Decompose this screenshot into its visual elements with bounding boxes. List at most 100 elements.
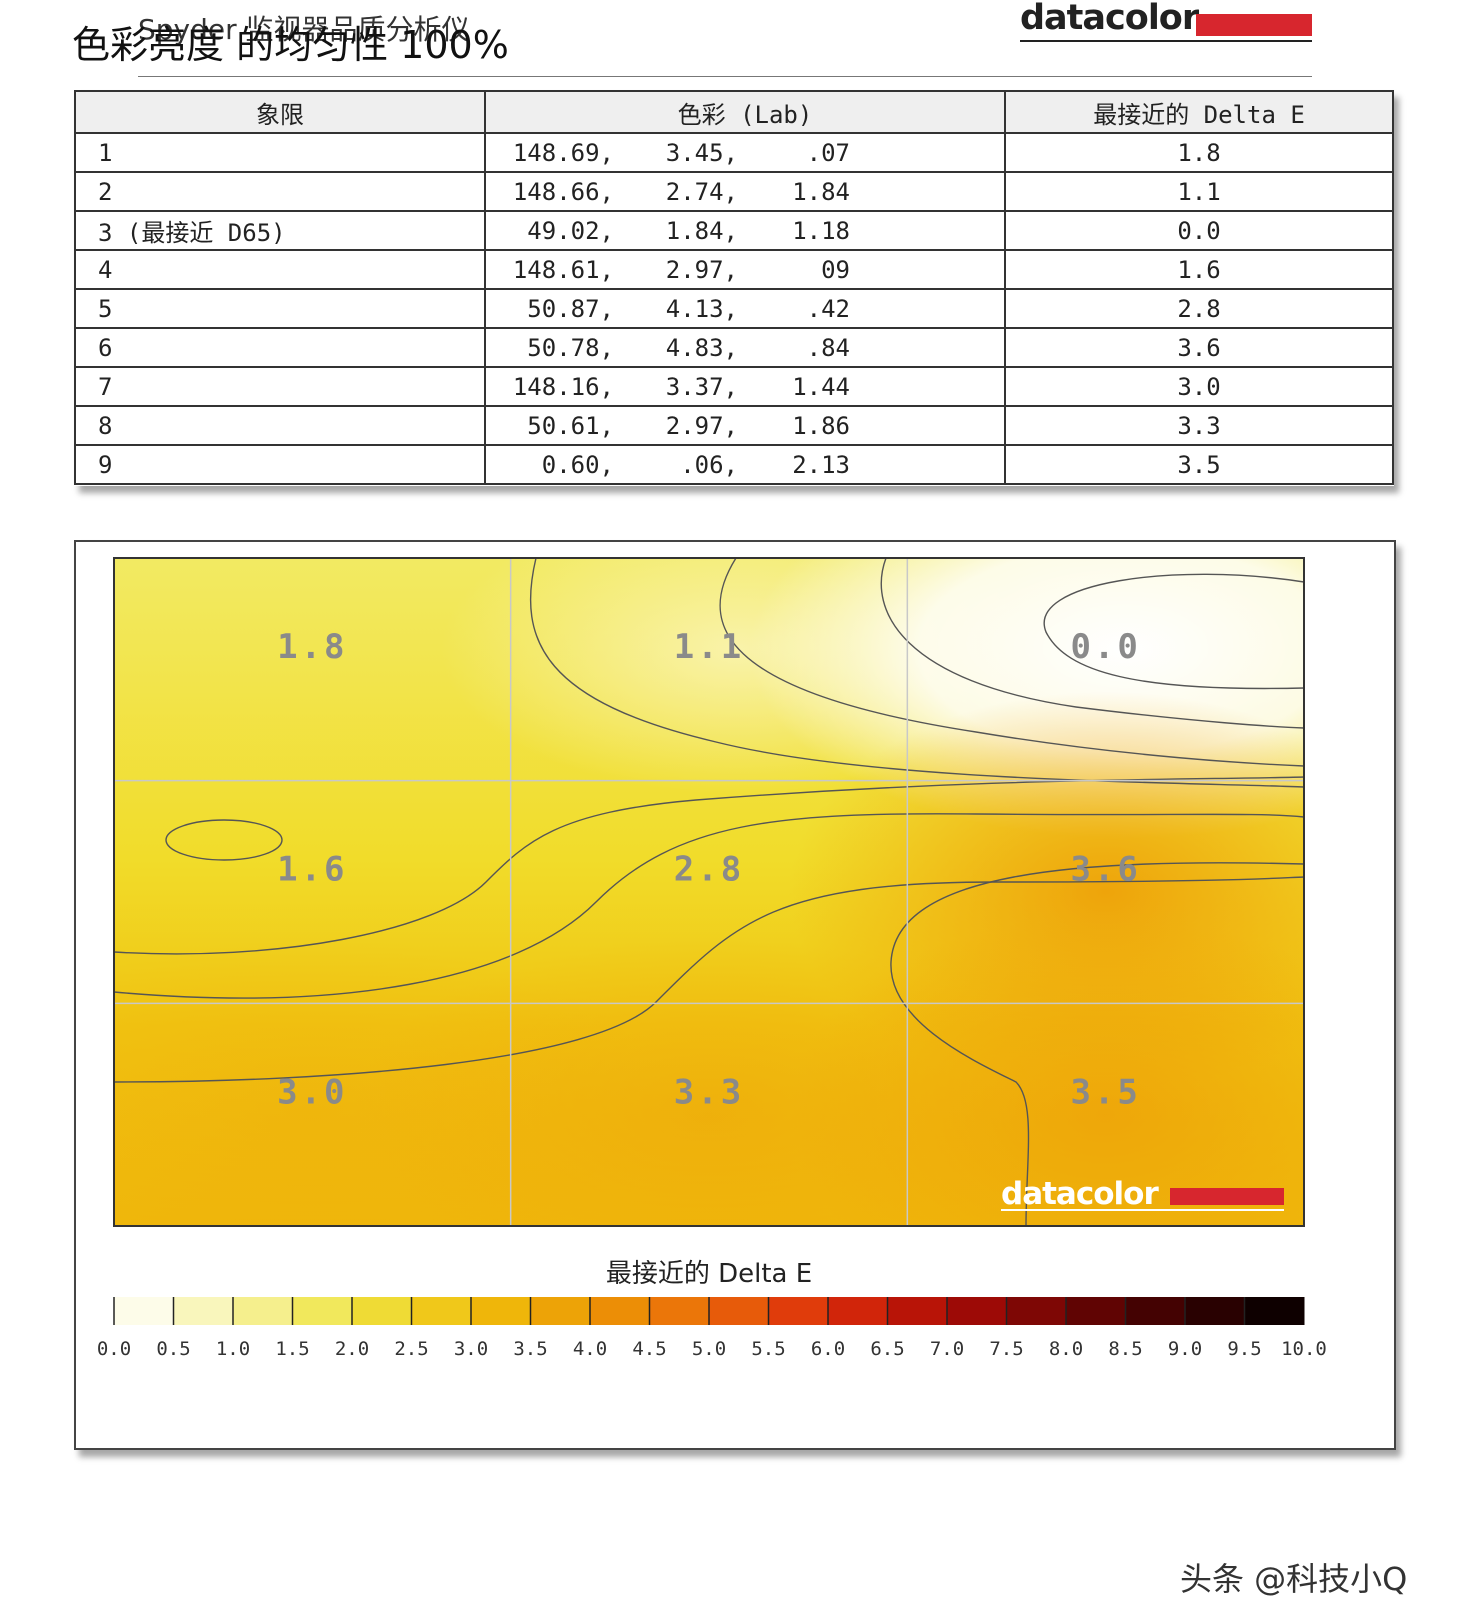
cell-quadrant: 5 <box>74 289 486 329</box>
cell-lab-a: 3.37, <box>665 372 738 401</box>
cell-lab-l: 148.16, <box>512 372 614 401</box>
color-scale-tick-label: 0.5 <box>156 1338 190 1360</box>
cell-quadrant: 2 <box>74 172 486 212</box>
contour-line <box>1043 573 1304 690</box>
color-scale-segment <box>530 1297 591 1325</box>
color-scale-tick-label: 3.5 <box>513 1338 547 1360</box>
table-row: 7 148.16, 3.37, 1.44 3.0 <box>74 367 1394 407</box>
cell-value-label: 1.6 <box>277 850 347 890</box>
color-scale-segment <box>649 1297 710 1325</box>
cell-lab-l: 148.61, <box>512 255 614 284</box>
color-scale-segment <box>947 1297 1007 1325</box>
cell-delta-e: 1.6 <box>1004 250 1394 290</box>
color-scale-segment <box>1244 1297 1305 1325</box>
color-scale-tick-label: 9.0 <box>1168 1338 1202 1360</box>
cell-lab-a: 1.84, <box>665 216 738 245</box>
cell-delta-e: 1.1 <box>1004 172 1394 212</box>
page-title: 色彩亮度 的均匀性 100% <box>72 23 509 67</box>
cell-lab-a: 4.13, <box>665 294 738 323</box>
cell-lab-l: 50.61, <box>527 411 614 440</box>
color-scale-tick-label: 4.0 <box>573 1338 607 1360</box>
color-scale-tick-label: 10.0 <box>1281 1338 1327 1360</box>
color-scale-segment <box>1006 1297 1067 1325</box>
cell-lab-l: 148.69, <box>512 138 614 167</box>
cell-lab-b: 2.13 <box>792 450 850 479</box>
cell-lab: 148.69, 3.45, .07 <box>484 133 1006 173</box>
logo-text: datacolor <box>1020 0 1199 38</box>
cell-delta-e: 0.0 <box>1004 211 1394 251</box>
color-scale-tick-label: 1.0 <box>216 1338 250 1360</box>
heatmap-chart: 1.8 1.1 0.0 1.6 2.8 3.6 3.0 3.3 3.5 datacolor 最接近… <box>97 557 1327 1360</box>
cell-lab-b: .07 <box>806 138 850 167</box>
col-header-color-lab: 色彩 (Lab) <box>484 90 1006 134</box>
color-scale-segment <box>1125 1297 1186 1325</box>
cell-lab: 50.87, 4.13, .42 <box>484 289 1006 329</box>
cell-lab-a: 2.74, <box>665 177 738 206</box>
logo-red-bar <box>1196 14 1312 36</box>
contour-line <box>114 876 1304 1083</box>
cell-lab: 148.61, 2.97, 09 <box>484 250 1006 290</box>
heatmap-plot: 1.8 1.1 0.0 1.6 2.8 3.6 3.0 3.3 3.5 datacolor <box>113 557 1305 1227</box>
cell-delta-e: 3.0 <box>1004 367 1394 407</box>
color-scale-segment <box>233 1297 293 1325</box>
cell-lab-b: 1.44 <box>792 372 850 401</box>
contour-line <box>880 558 1304 729</box>
color-scale-tick-label: 2.5 <box>394 1338 428 1360</box>
color-scale-segment <box>828 1297 888 1325</box>
lab-table-container: 象限 色彩 (Lab) 最接近的 Delta E 1 148.69, 3.45, .0… <box>74 90 1394 486</box>
color-scale-segment <box>1185 1297 1245 1325</box>
cell-value-label: 3.3 <box>674 1072 744 1112</box>
color-scale-segment <box>114 1297 174 1325</box>
color-scale-segment <box>292 1297 353 1325</box>
cell-delta-e: 1.8 <box>1004 133 1394 173</box>
color-scale: 0.0 0.5 1.0 1.5 2.0 2.5 3.0 3.5 4.0 4.5 5.0 5.5 6.0 6… <box>97 1297 1327 1360</box>
color-scale-segment <box>590 1297 650 1325</box>
contour-line <box>529 558 1304 788</box>
table-row: 6 50.78, 4.83, .84 3.6 <box>74 328 1394 368</box>
cell-lab-b: .84 <box>806 333 850 362</box>
cell-value-label: 3.6 <box>1070 850 1140 890</box>
cell-value-label: 3.0 <box>277 1072 347 1112</box>
cell-delta-e: 3.5 <box>1004 445 1394 485</box>
table-body: 1 148.69, 3.45, .07 1.8 2 148.66, 2.74, 1.84 1.1 3… <box>74 133 1394 485</box>
color-scale-tick-label: 5.5 <box>751 1338 785 1360</box>
cell-quadrant: 1 <box>74 133 486 173</box>
cell-lab-b: 09 <box>821 255 850 284</box>
cell-lab: 49.02, 1.84, 1.18 <box>484 211 1006 251</box>
cell-lab-b: 1.84 <box>792 177 850 206</box>
contour-line <box>114 813 1304 999</box>
footer-watermark: 头条 @科技小Q <box>1180 1560 1408 1598</box>
color-scale-segment <box>352 1297 412 1325</box>
table-row: 5 50.87, 4.13, .42 2.8 <box>74 289 1394 329</box>
header-divider <box>138 76 1312 77</box>
heatmap-fill <box>114 558 1304 1226</box>
cell-value-label: 1.1 <box>674 627 744 667</box>
table-row: 2 148.66, 2.74, 1.84 1.1 <box>74 172 1394 212</box>
table-row: 3 (最接近 D65) 49.02, 1.84, 1.18 0.0 <box>74 211 1394 251</box>
watermark-red-bar <box>1170 1188 1284 1205</box>
datacolor-logo: datacolor <box>1020 0 1312 46</box>
cell-lab: 0.60, .06, 2.13 <box>484 445 1006 485</box>
color-scale-tick-label: 9.5 <box>1227 1338 1261 1360</box>
color-scale-tick-label: 7.5 <box>989 1338 1023 1360</box>
color-scale-segment <box>1066 1297 1126 1325</box>
cell-quadrant: 9 <box>74 445 486 485</box>
cell-lab-b: 1.18 <box>792 216 850 245</box>
color-scale-segment <box>471 1297 531 1325</box>
cell-quadrant: 3 (最接近 D65) <box>74 211 486 251</box>
color-scale-tick-label: 1.5 <box>275 1338 309 1360</box>
table-row: 8 50.61, 2.97, 1.86 3.3 <box>74 406 1394 446</box>
cell-value-label: 1.8 <box>277 627 347 667</box>
color-scale-tick-label: 5.0 <box>692 1338 726 1360</box>
cell-quadrant: 4 <box>74 250 486 290</box>
table-row: 1 148.69, 3.45, .07 1.8 <box>74 133 1394 173</box>
watermark-text: datacolor <box>1001 1176 1159 1212</box>
col-header-delta-e: 最接近的 Delta E <box>1004 90 1394 134</box>
cell-lab-b: .42 <box>806 294 850 323</box>
cell-lab: 50.61, 2.97, 1.86 <box>484 406 1006 446</box>
cell-lab-b: 1.86 <box>792 411 850 440</box>
table-row: 9 0.60, .06, 2.13 3.5 <box>74 445 1394 485</box>
cell-quadrant: 8 <box>74 406 486 446</box>
table-row: 4 148.61, 2.97, 09 1.6 <box>74 250 1394 290</box>
cell-lab-a: 4.83, <box>665 333 738 362</box>
